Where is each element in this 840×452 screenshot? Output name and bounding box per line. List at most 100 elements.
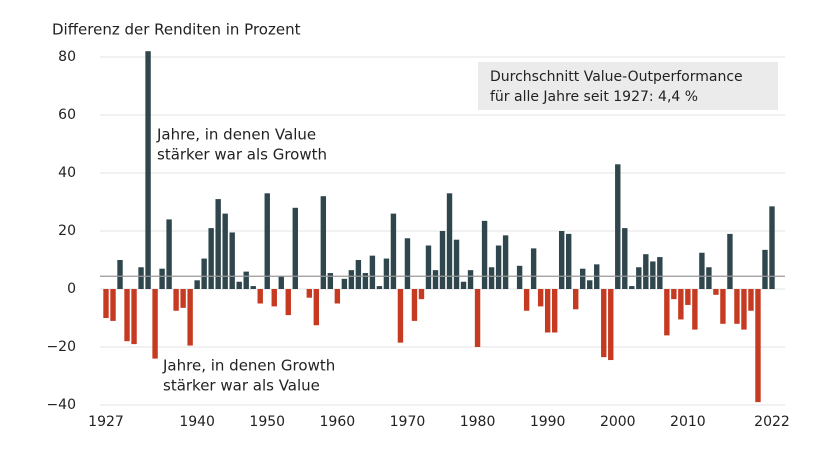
bar (530, 248, 537, 289)
bar (257, 289, 263, 304)
bar (678, 289, 684, 320)
bar (558, 231, 565, 289)
bar (306, 289, 313, 298)
y-tick-label: 80 (58, 49, 76, 65)
bar (439, 231, 446, 289)
bar (285, 289, 291, 316)
bar (250, 286, 256, 289)
bar (201, 258, 207, 289)
bar (446, 193, 453, 289)
bar (565, 233, 572, 289)
bar (544, 289, 551, 333)
y-tick-label: −40 (46, 397, 76, 413)
bar (152, 289, 158, 359)
bar (138, 267, 144, 289)
bar (362, 273, 369, 289)
bar (376, 286, 383, 289)
bar (341, 278, 348, 289)
bar (699, 252, 705, 289)
x-tick-label: 1960 (320, 414, 356, 430)
x-tick-label: 2022 (754, 414, 790, 430)
bar (222, 213, 228, 289)
bar (208, 228, 214, 289)
bar (432, 270, 439, 289)
bar (650, 261, 656, 289)
bar (727, 233, 733, 289)
x-tick-label: 1990 (530, 414, 566, 430)
bar (671, 289, 677, 300)
bar (629, 286, 635, 289)
bar (103, 289, 109, 318)
bar (145, 51, 151, 290)
bar (215, 199, 221, 289)
chart-title: Differenz der Renditen in Prozent (52, 21, 301, 39)
bar (734, 289, 740, 324)
x-tick-label: 2010 (670, 414, 706, 430)
x-tick-label: 1927 (88, 414, 124, 430)
bar (278, 275, 284, 289)
annotation: stärker war als Value (163, 377, 320, 395)
bar (425, 245, 432, 289)
bar (720, 289, 726, 324)
bar (229, 232, 235, 289)
bar (713, 289, 719, 295)
bar (355, 260, 362, 289)
bar (180, 289, 186, 308)
bar (692, 289, 698, 330)
bar (537, 289, 544, 307)
bar (117, 260, 123, 289)
y-tick-label: 20 (58, 223, 76, 239)
bar (334, 289, 341, 304)
bar (124, 289, 130, 342)
bar (488, 267, 495, 289)
bar (664, 289, 670, 336)
bar (320, 196, 327, 289)
bar (495, 245, 502, 289)
bar (460, 281, 467, 289)
bar (748, 289, 754, 311)
y-tick-label: 60 (58, 107, 76, 123)
bar (453, 239, 460, 289)
bar (404, 238, 411, 289)
annotation: für alle Jahre seit 1927: 4,4 % (490, 89, 698, 105)
bar (236, 281, 242, 289)
annotation-box (478, 62, 778, 110)
x-tick-label: 1980 (460, 414, 496, 430)
annotation: Jahre, in denen Growth (162, 357, 335, 375)
bar (131, 289, 137, 345)
bar (657, 257, 663, 289)
bar (643, 254, 649, 289)
x-tick-label: 1940 (179, 414, 215, 430)
bar (292, 207, 298, 289)
bar (313, 289, 320, 326)
bar (706, 267, 712, 289)
y-tick-label: 40 (58, 165, 76, 181)
y-tick-label: 0 (67, 281, 76, 297)
x-tick-label: 1970 (390, 414, 426, 430)
bar (166, 219, 172, 289)
bar (264, 193, 270, 289)
bar (551, 289, 558, 333)
bar (608, 289, 614, 361)
bar (159, 268, 165, 289)
bar (327, 273, 334, 289)
bar (397, 289, 404, 343)
bar (348, 270, 355, 289)
bar (762, 249, 768, 289)
bar (474, 289, 481, 347)
bar (615, 164, 621, 289)
bar (685, 289, 691, 305)
bar (383, 258, 390, 289)
bar (467, 270, 474, 289)
bar (110, 289, 116, 321)
bar (622, 228, 628, 289)
bar (573, 289, 579, 310)
bar (173, 289, 179, 311)
bar (390, 213, 397, 289)
bar (502, 235, 509, 289)
bar (636, 267, 642, 289)
bar (601, 289, 607, 358)
bar (418, 289, 425, 300)
